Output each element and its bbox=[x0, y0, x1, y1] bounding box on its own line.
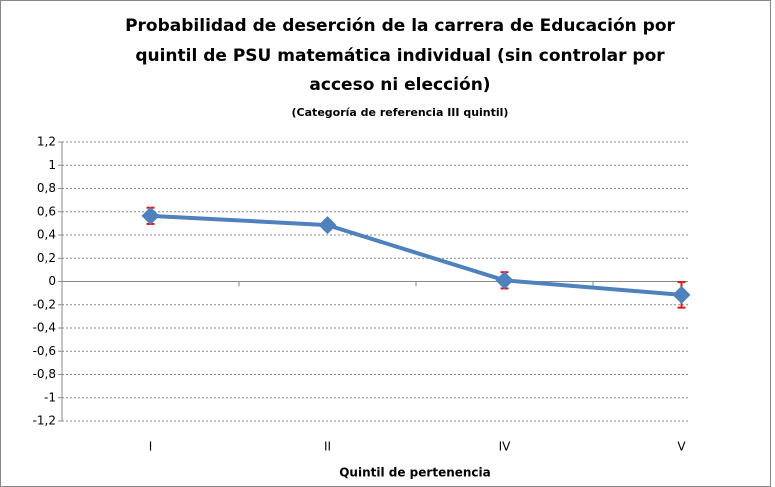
x-tick-label: II bbox=[324, 440, 331, 454]
y-tick-label: 0,6 bbox=[37, 204, 56, 218]
chart-subtitle: (Categoría de referencia III quintil) bbox=[292, 106, 509, 119]
y-tick-label: -0,2 bbox=[33, 297, 56, 311]
marker bbox=[141, 206, 160, 225]
y-tick-label: -0,4 bbox=[33, 321, 56, 335]
y-tick-label: 0,4 bbox=[37, 228, 56, 242]
marker bbox=[672, 285, 691, 304]
marker bbox=[495, 271, 514, 290]
y-tick-label: -1 bbox=[44, 390, 56, 404]
y-tick-label: 0,8 bbox=[37, 181, 56, 195]
y-tick-label: -0,8 bbox=[33, 367, 56, 381]
chart-title: acceso ni elección) bbox=[309, 75, 490, 95]
y-tick-label: 0 bbox=[48, 274, 56, 288]
marker bbox=[318, 216, 337, 235]
line bbox=[150, 213, 682, 297]
y-tick-label: 1 bbox=[48, 158, 56, 172]
y-tick-label: -0,6 bbox=[33, 344, 56, 358]
x-tick-label: I bbox=[149, 440, 153, 454]
chart-title: Probabilidad de deserción de la carrera … bbox=[125, 16, 675, 36]
x-tick-label: IV bbox=[499, 440, 512, 454]
y-tick-label: 1,2 bbox=[37, 135, 56, 149]
x-tick-label: V bbox=[677, 440, 686, 454]
y-tick-label: -1,2 bbox=[33, 414, 56, 428]
x-axis-title: Quintil de pertenencia bbox=[339, 466, 491, 480]
y-tick-label: 0,2 bbox=[37, 251, 56, 265]
chart-title: quintil de PSU matemática individual (si… bbox=[135, 46, 665, 66]
